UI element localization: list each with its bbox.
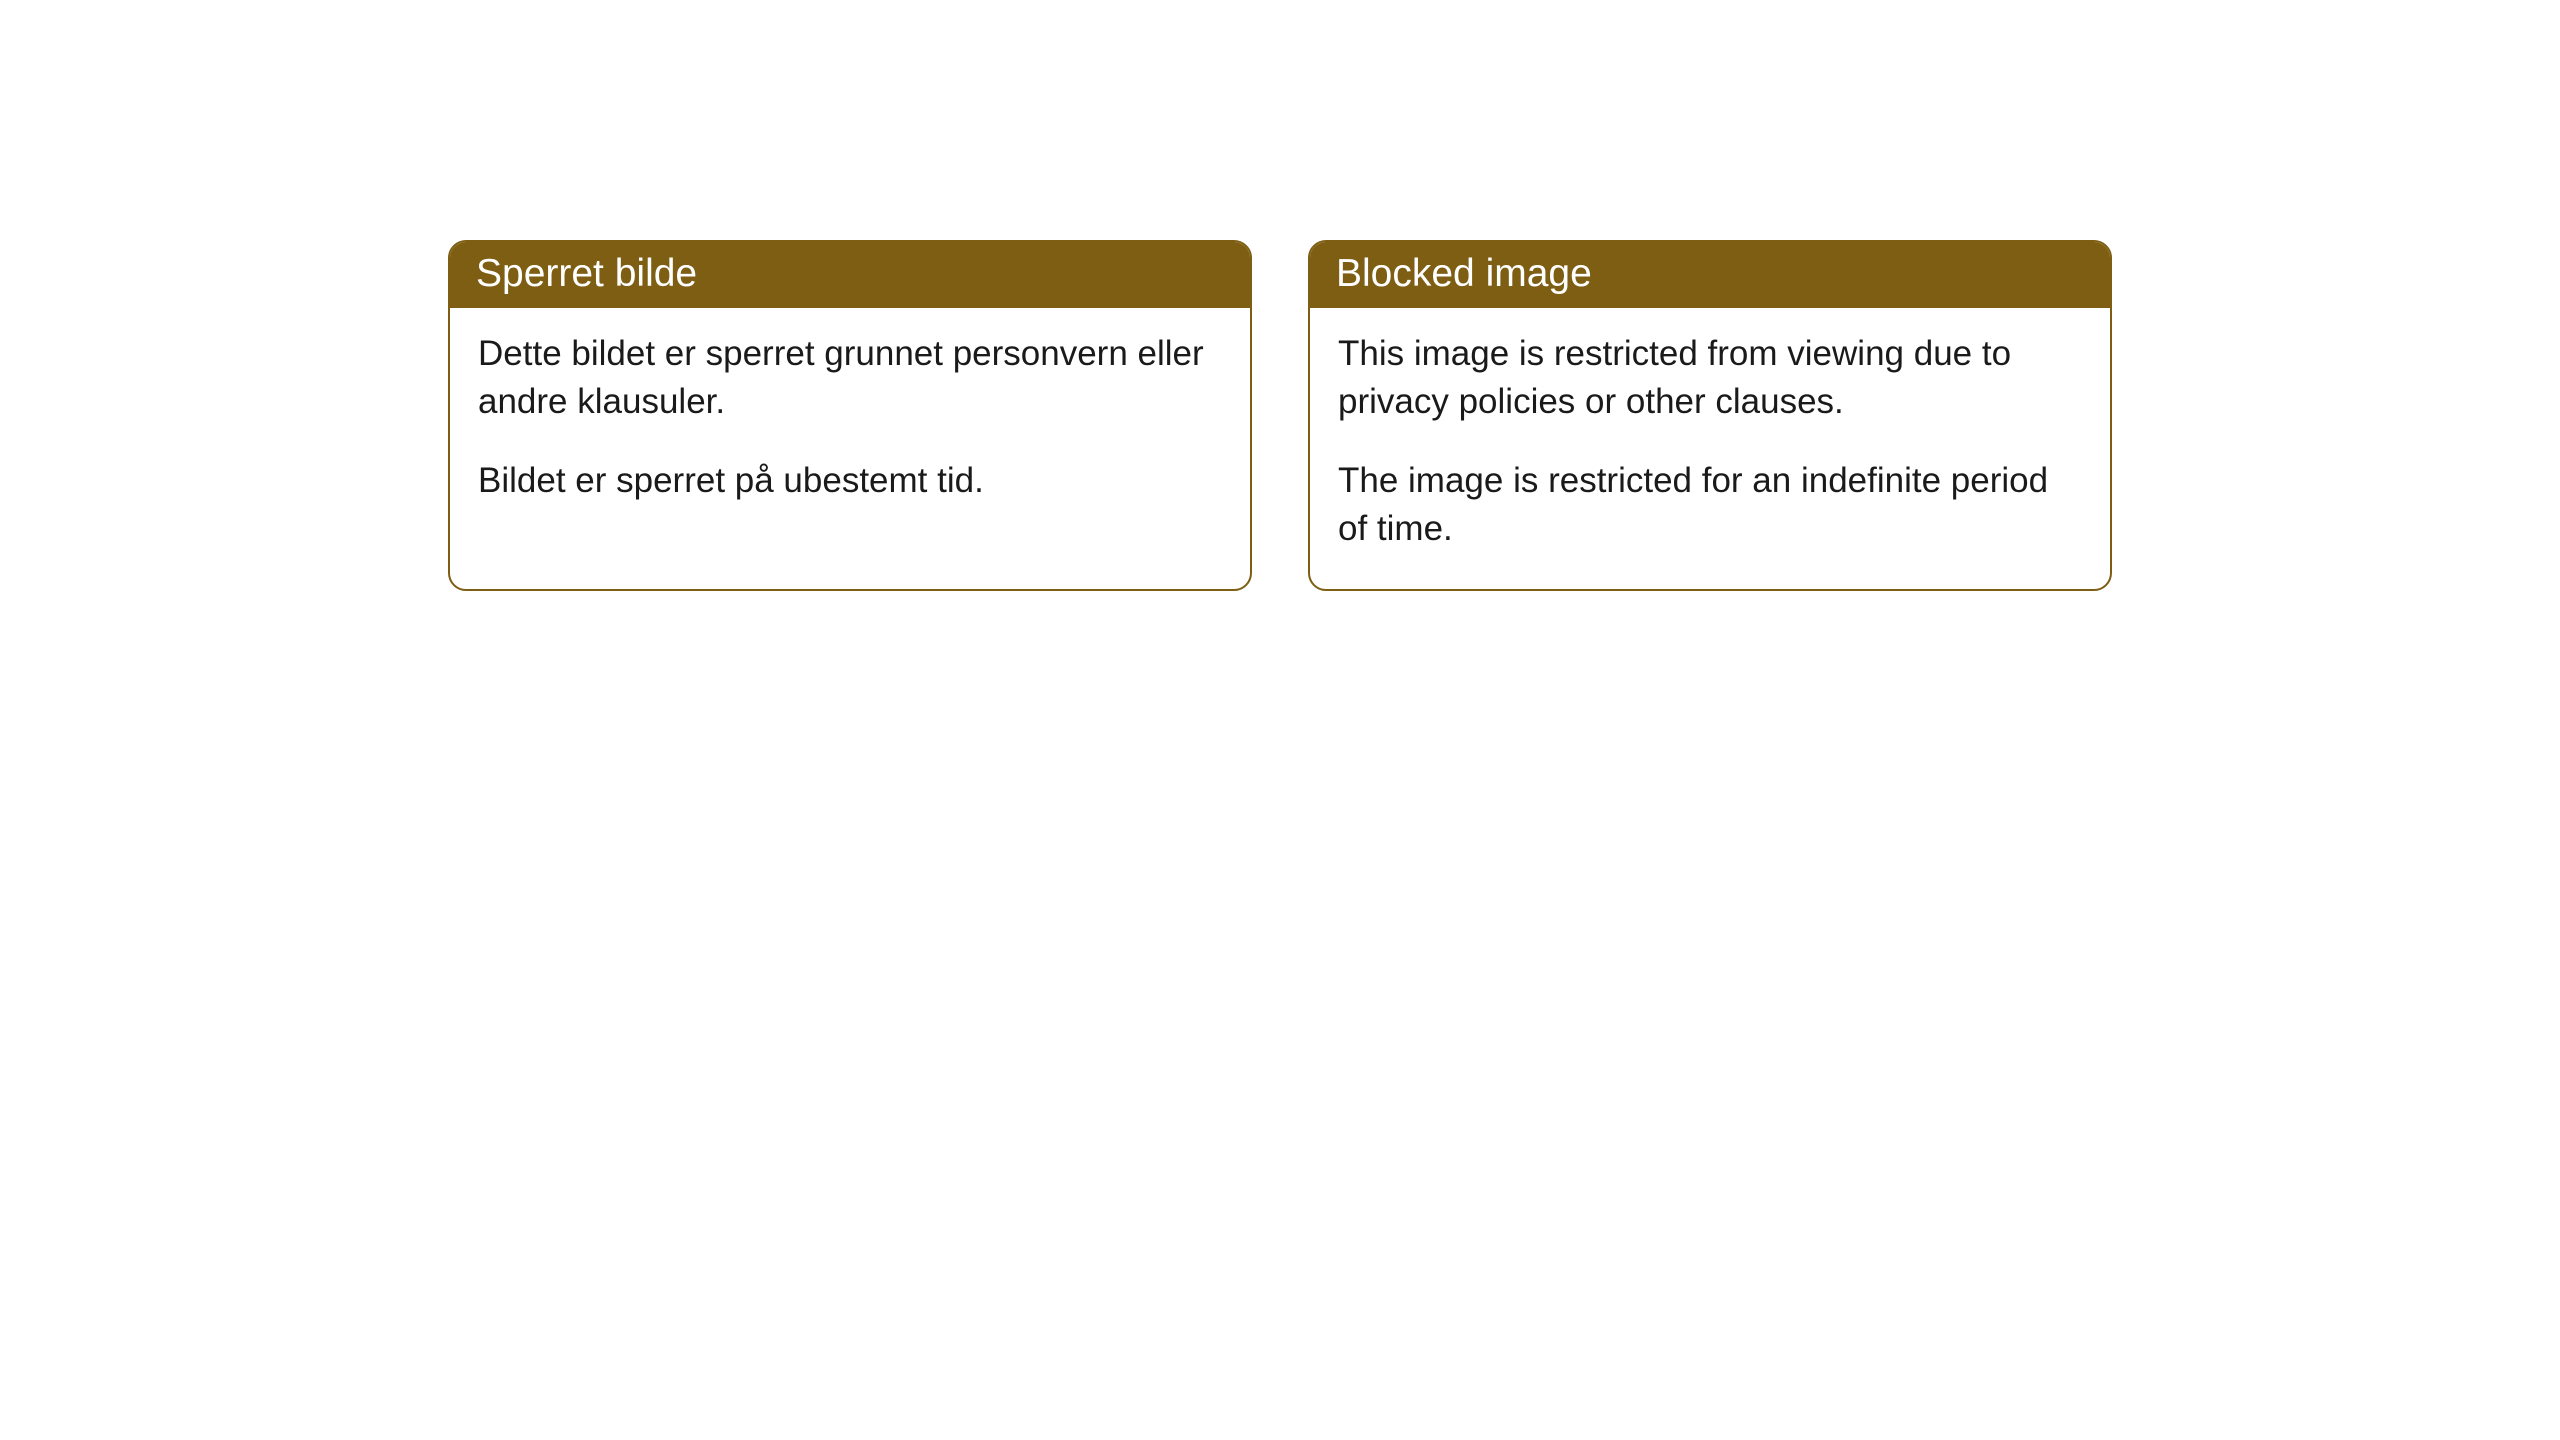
card-title: Sperret bilde: [476, 252, 697, 295]
card-paragraph: Dette bildet er sperret grunnet personve…: [478, 330, 1222, 427]
card-paragraph: Bildet er sperret på ubestemt tid.: [478, 457, 1222, 505]
card-paragraph: The image is restricted for an indefinit…: [1338, 457, 2082, 554]
card-header: Blocked image: [1310, 242, 2110, 308]
card-paragraph: This image is restricted from viewing du…: [1338, 330, 2082, 427]
notice-cards-container: Sperret bilde Dette bildet er sperret gr…: [448, 240, 2112, 591]
card-body: This image is restricted from viewing du…: [1310, 308, 2110, 589]
notice-card-norwegian: Sperret bilde Dette bildet er sperret gr…: [448, 240, 1252, 591]
card-body: Dette bildet er sperret grunnet personve…: [450, 308, 1250, 541]
card-header: Sperret bilde: [450, 242, 1250, 308]
card-title: Blocked image: [1336, 252, 1592, 295]
notice-card-english: Blocked image This image is restricted f…: [1308, 240, 2112, 591]
